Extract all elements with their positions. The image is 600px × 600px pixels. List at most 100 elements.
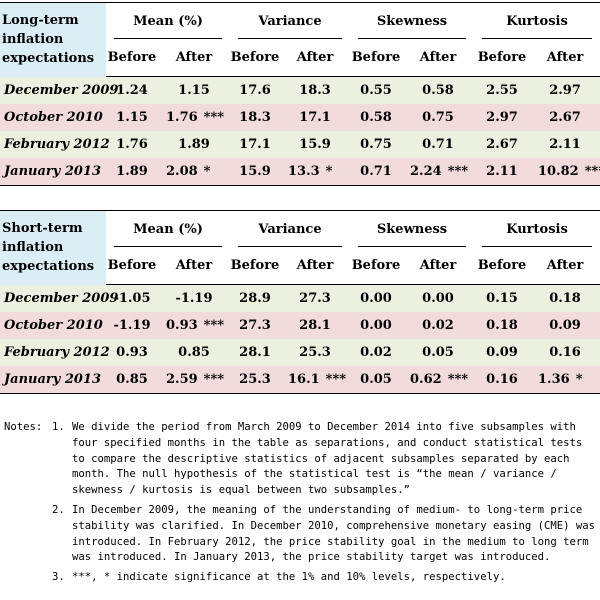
group-header-skewness: Skewness (350, 210, 475, 247)
table-cell: 2.97 (474, 104, 531, 131)
cell-value: 1.24 (116, 83, 148, 98)
note-item: 2. In December 2009, the meaning of the … (4, 503, 596, 566)
table-cell: 0.09 (474, 339, 531, 366)
significance-marker: *** (447, 372, 469, 387)
note-number: 2. (52, 503, 65, 516)
note-text: ***, * indicate significance at the 1% a… (72, 571, 506, 584)
group-header-skewness: Skewness (350, 2, 475, 39)
table-cell: 0.05 (350, 366, 403, 394)
cell-value: 0.15 (486, 291, 518, 306)
table-cell: 1.76 *** (158, 104, 230, 131)
cell-value: 0.85 (178, 345, 210, 360)
table-cell: 0.93 *** (158, 312, 230, 339)
table-cell: 2.11 (474, 158, 531, 186)
group-header-kurtosis: Kurtosis (474, 2, 600, 39)
table-cell: 15.9 (280, 131, 351, 158)
significance-marker: *** (584, 164, 600, 179)
group-header-mean: Mean (%) (106, 210, 230, 247)
sub-header-before: Before (106, 39, 158, 77)
cell-value: 2.08 (166, 164, 198, 179)
significance-marker: *** (203, 318, 225, 333)
row-label: February 2012 (0, 339, 110, 366)
cell-value: 17.1 (239, 137, 271, 152)
table-cell: 2.24 *** (402, 158, 475, 186)
sub-header-after: After (402, 39, 475, 77)
cell-value: 2.97 (549, 83, 581, 98)
significance-marker: * (325, 164, 333, 179)
cell-value: 0.16 (486, 372, 518, 387)
table-cell: 0.16 (530, 339, 600, 366)
table-cell: 0.58 (402, 76, 475, 104)
table-cell: 25.3 (230, 366, 280, 394)
group-header-mean: Mean (%) (106, 2, 230, 39)
table-row: January 2013 1.89 2.08 * 15.9 13.3 * 0.71 2.24 **… (0, 158, 600, 186)
cell-value: 0.02 (360, 345, 392, 360)
table-cell: 10.82 *** (530, 158, 600, 186)
cell-value: 0.18 (549, 291, 581, 306)
cell-value: -1.05 (113, 291, 151, 306)
cell-value: 0.71 (422, 137, 454, 152)
table-cell: 0.00 (350, 312, 403, 339)
cell-value: 25.3 (239, 372, 271, 387)
sub-header-before: Before (350, 39, 403, 77)
table-cell: 0.85 (106, 366, 158, 394)
table-cell: 0.02 (350, 339, 403, 366)
table-row: October 2010 -1.19 0.93 *** 27.3 28.1 0.00 0.02… (0, 312, 600, 339)
sub-header-after: After (158, 39, 230, 77)
notes-lead: Notes: (4, 421, 43, 433)
table-cell: 0.75 (402, 104, 475, 131)
cell-value: 16.1 (288, 372, 320, 387)
table-cell: 0.15 (474, 284, 531, 312)
table-cell: 1.76 (106, 131, 158, 158)
table-cell: 28.9 (230, 284, 280, 312)
cell-value: 2.24 (410, 164, 442, 179)
cell-value: 2.55 (486, 83, 518, 98)
sub-header-before: Before (230, 39, 280, 77)
table-row: December 2009 1.24 1.15 17.6 18.3 0.55 0.58 2.5… (0, 76, 600, 104)
note-item: 3. ***, * indicate significance at the 1… (4, 570, 596, 586)
table-cell: 13.3 * (280, 158, 351, 186)
cell-value: 17.6 (239, 83, 271, 98)
row-label: December 2009 (0, 284, 118, 312)
cell-value: 0.09 (486, 345, 518, 360)
table-cell: 0.00 (402, 284, 475, 312)
table-cell: 0.18 (474, 312, 531, 339)
table-header-label: Short-term inflation expectations (0, 210, 106, 285)
cell-value: 25.3 (299, 345, 331, 360)
table-cell: 0.71 (402, 131, 475, 158)
table-row: February 2012 1.76 1.89 17.1 15.9 0.75 0.71 2.6… (0, 131, 600, 158)
table-cell: 17.1 (230, 131, 280, 158)
cell-value: 0.93 (116, 345, 148, 360)
cell-value: 1.15 (116, 110, 148, 125)
cell-value: 0.02 (422, 318, 454, 333)
cell-value: 0.09 (549, 318, 581, 333)
cell-value: 1.76 (166, 110, 198, 125)
group-header-variance: Variance (230, 2, 351, 39)
significance-marker: * (575, 372, 583, 387)
cell-value: 15.9 (299, 137, 331, 152)
cell-value: 0.00 (360, 318, 392, 333)
table-cell: 0.85 (158, 339, 230, 366)
table-cell: -1.19 (106, 312, 158, 339)
cell-value: 2.11 (549, 137, 581, 152)
table-cell: 0.00 (350, 284, 403, 312)
table-cell: 2.59 *** (158, 366, 230, 394)
table-cell: 1.89 (158, 131, 230, 158)
cell-value: 0.71 (360, 164, 392, 179)
row-label: October 2010 (0, 312, 106, 339)
cell-value: 1.89 (178, 137, 210, 152)
short-term-table-body: December 2009 -1.05 -1.19 28.9 27.3 0.00 0.00 0… (0, 284, 600, 394)
cell-value: 1.76 (116, 137, 148, 152)
cell-value: 2.11 (486, 164, 518, 179)
sub-header-before: Before (106, 247, 158, 285)
table-cell: 28.1 (230, 339, 280, 366)
cell-value: 17.1 (299, 110, 331, 125)
cell-value: 27.3 (299, 291, 331, 306)
table-cell: 0.71 (350, 158, 403, 186)
row-label: October 2010 (0, 104, 106, 131)
row-label: December 2009 (0, 76, 118, 104)
short-term-table: Short-term inflation expectations Mean (… (0, 210, 600, 394)
table-cell: 0.09 (530, 312, 600, 339)
table-cell: 18.3 (280, 76, 351, 104)
cell-value: 0.75 (422, 110, 454, 125)
